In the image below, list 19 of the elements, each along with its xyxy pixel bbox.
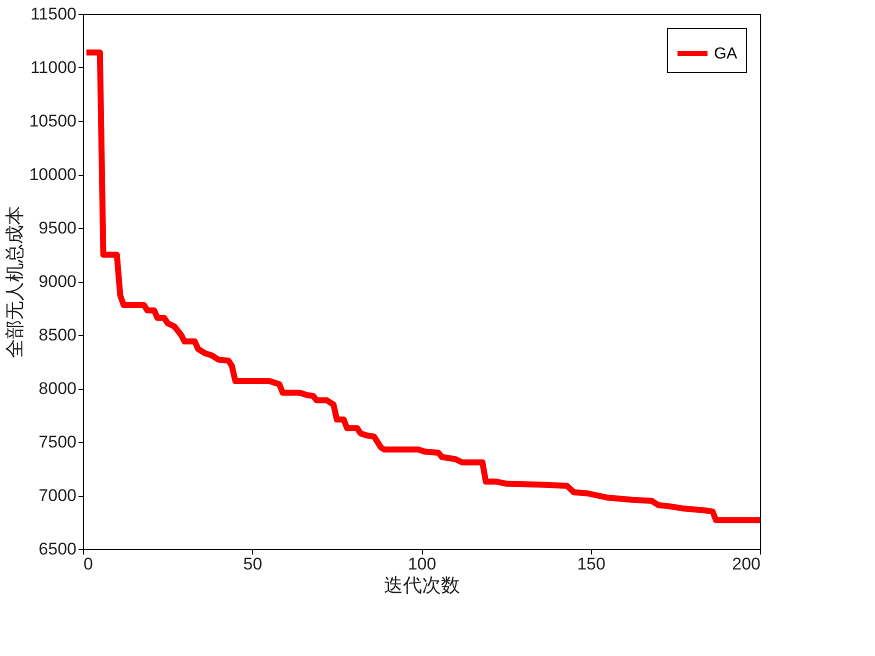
y-tick-label: 8500 [38,326,76,344]
legend-label: GA [714,46,738,62]
x-tick-label: 0 [84,554,93,574]
y-tick-label: 9500 [38,218,76,238]
x-tick-label: 50 [243,554,262,574]
y-tick-label: 6500 [38,540,76,558]
x-axis-title: 迭代次数 [384,576,460,596]
x-tick-label: 100 [408,554,436,574]
y-tick-label: 10000 [29,165,76,184]
x-tick-label: 150 [577,554,606,574]
y-tick-label: 7500 [38,432,76,452]
y-tick-label: 7000 [38,486,76,505]
y-tick-label: 11500 [30,4,76,24]
y-tick-label: 10500 [29,112,76,130]
y-tick-label: 8000 [38,379,76,398]
y-tick-label: 11000 [30,58,76,77]
y-axis-title: 全部无人机总成本 [4,206,26,358]
x-tick-label: 200 [732,554,760,574]
y-tick-label: 9000 [38,272,76,291]
